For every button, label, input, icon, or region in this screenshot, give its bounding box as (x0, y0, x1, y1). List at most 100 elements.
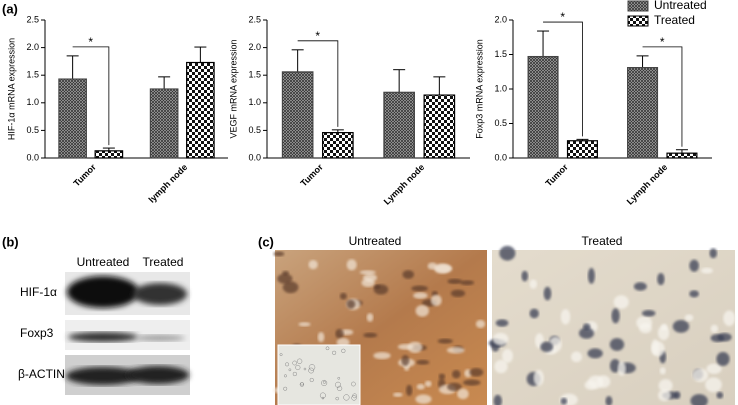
cell (689, 290, 699, 298)
cell (690, 394, 708, 405)
cell (343, 394, 350, 401)
cell (499, 245, 516, 261)
y-tick-label: 2.0 (494, 14, 507, 24)
cell (613, 295, 629, 309)
cell (701, 267, 713, 274)
cell (430, 294, 442, 307)
cell (351, 381, 356, 387)
cell (457, 388, 469, 400)
x-tick-label: Tumor (298, 162, 325, 189)
cell (413, 292, 428, 299)
cell (710, 334, 725, 343)
cell (435, 264, 453, 273)
cell (723, 310, 736, 327)
cell (672, 319, 690, 333)
cell (411, 285, 428, 292)
blot-band (68, 332, 138, 342)
cell (292, 360, 298, 366)
cell (288, 368, 292, 372)
blot-band (133, 283, 187, 305)
cell (578, 327, 595, 339)
cell (450, 289, 466, 298)
cell (492, 332, 509, 346)
cell (494, 359, 508, 374)
bar (423, 94, 456, 159)
cell (296, 358, 303, 364)
y-tick-label: 0.0 (26, 152, 39, 162)
cell (658, 389, 671, 402)
cell (617, 361, 626, 376)
blot-row: HIF-1α (20, 285, 57, 299)
cell (309, 377, 314, 383)
y-axis-label: HIF-1α mRNA expression (6, 38, 16, 140)
ihc-images: Untreated Treated (273, 234, 736, 405)
ihc-label: Treated (582, 234, 623, 248)
significance-bracket (642, 46, 683, 147)
cell (639, 322, 652, 334)
y-tick-label: 0.5 (248, 125, 261, 135)
cell (337, 376, 341, 380)
y-tick-label: 1.0 (248, 97, 261, 107)
cell (351, 395, 357, 401)
cell (373, 284, 389, 295)
panel-label: (b) (2, 234, 19, 249)
bar (566, 140, 598, 159)
legend-label: Untreated (654, 0, 707, 12)
cell (308, 367, 315, 374)
y-tick-label: 0.0 (248, 152, 261, 162)
y-tick-label: 0.5 (26, 125, 39, 135)
significance-label: * (315, 29, 320, 43)
cell (447, 382, 462, 392)
cell (692, 368, 709, 382)
cell (438, 373, 446, 380)
cell (392, 392, 403, 397)
bar (186, 61, 215, 159)
cell (325, 346, 330, 351)
cell (322, 380, 326, 384)
cell (424, 380, 432, 387)
cell (361, 278, 375, 288)
bar (281, 71, 314, 159)
cell (475, 319, 486, 329)
ihc-label: Untreated (349, 234, 402, 248)
cell (308, 364, 316, 371)
cell (359, 270, 376, 275)
cell (658, 379, 673, 393)
cell (452, 369, 461, 379)
cell (446, 347, 465, 354)
cell (332, 350, 337, 355)
y-tick-label: 1.0 (26, 97, 39, 107)
cell (529, 279, 537, 289)
cell (336, 385, 343, 392)
legend-swatch (627, 0, 649, 12)
cell (366, 313, 374, 322)
cell (502, 348, 513, 363)
y-tick-label: 2.5 (26, 14, 39, 24)
cell (352, 393, 358, 399)
cell (495, 319, 509, 327)
cell (673, 391, 681, 400)
y-tick-label: 1.0 (494, 83, 507, 93)
cell (427, 262, 438, 270)
cell (339, 292, 347, 300)
cell (415, 394, 432, 404)
ihc-inset (277, 344, 361, 405)
western-blot: Untreated Treated HIF-1α Foxp3 β-ACTIN (18, 255, 190, 395)
bar (322, 132, 354, 159)
cell (659, 367, 666, 375)
cell (303, 367, 307, 371)
cell (346, 299, 356, 309)
cell (298, 322, 311, 327)
y-tick-label: 0.5 (494, 118, 507, 128)
cell (335, 328, 344, 339)
cell (415, 304, 429, 317)
x-tick-label: Tumor (543, 162, 570, 189)
cell (657, 325, 670, 341)
blot-band (127, 366, 189, 384)
cell (321, 396, 325, 400)
cell (710, 324, 719, 333)
cell (416, 359, 430, 365)
cell (285, 362, 290, 367)
cell (279, 353, 283, 357)
